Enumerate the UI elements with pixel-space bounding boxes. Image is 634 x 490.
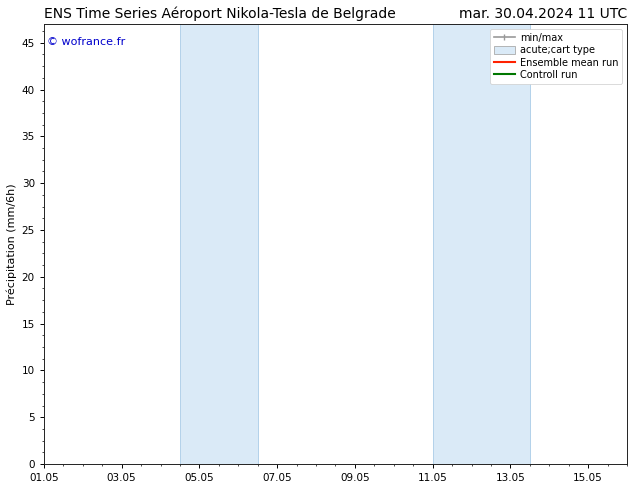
Y-axis label: Précipitation (mm/6h): Précipitation (mm/6h): [7, 183, 18, 305]
Legend: min/max, acute;cart type, Ensemble mean run, Controll run: min/max, acute;cart type, Ensemble mean …: [489, 29, 622, 84]
Bar: [432, 24, 530, 464]
Bar: [180, 24, 257, 464]
Text: © wofrance.fr: © wofrance.fr: [47, 37, 125, 47]
Text: mar. 30.04.2024 11 UTC: mar. 30.04.2024 11 UTC: [459, 7, 627, 22]
Text: ENS Time Series Aéroport Nikola-Tesla de Belgrade: ENS Time Series Aéroport Nikola-Tesla de…: [44, 7, 396, 22]
